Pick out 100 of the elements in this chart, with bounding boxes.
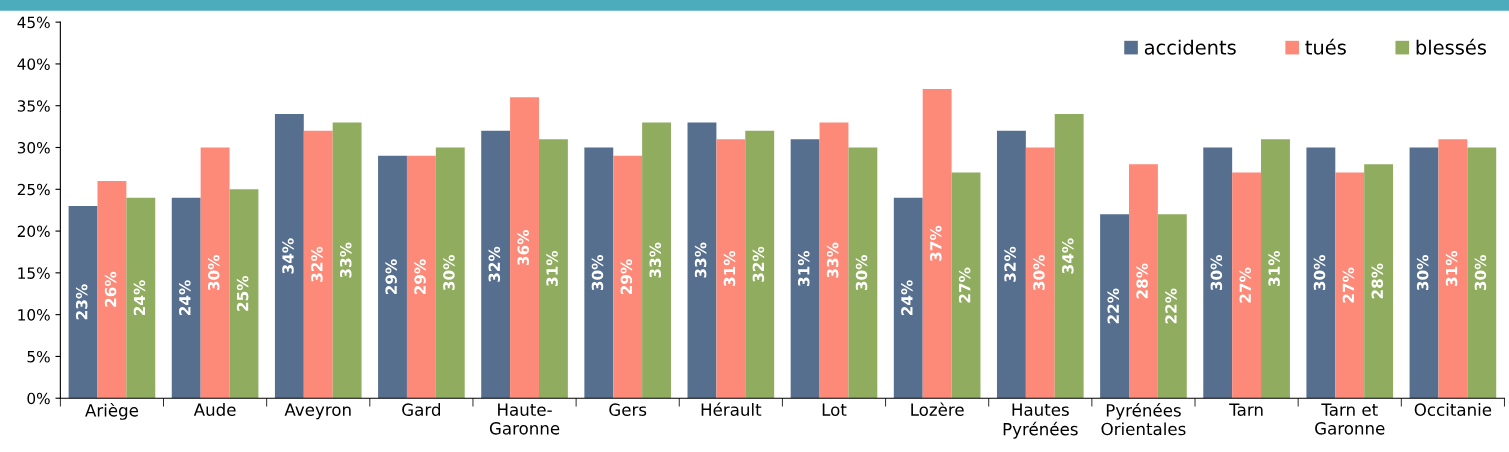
data-label: 30% [855, 255, 868, 291]
y-tick-label: 5% [27, 350, 50, 363]
x-tick-label: Aude [193, 403, 236, 416]
bar [996, 130, 1026, 399]
x-tick-label: Lozère [911, 402, 964, 416]
data-label: 23% [75, 284, 88, 320]
data-label: 31% [723, 250, 736, 286]
bar [435, 147, 465, 399]
y-tick-label: 30% [17, 141, 50, 154]
data-label: 33% [826, 242, 839, 278]
bar [848, 147, 878, 399]
bar [893, 197, 923, 399]
x-tick-label: Gers [609, 403, 647, 416]
bar [481, 130, 511, 399]
x-tick-label: Pyrénées Orientales [1101, 403, 1186, 436]
data-label: 31% [797, 250, 810, 286]
data-label: 31% [1445, 250, 1458, 286]
bar [68, 206, 98, 399]
data-label: 37% [930, 225, 942, 261]
data-label: 25% [236, 275, 249, 311]
data-label: 32% [311, 246, 323, 282]
data-label: 30% [207, 255, 220, 291]
x-tick-label: Hautes Pyrénées [1003, 403, 1078, 439]
bar [1203, 147, 1233, 399]
data-label: 30% [1313, 255, 1326, 291]
bar [510, 97, 539, 399]
data-label: 22% [1107, 288, 1119, 324]
bar [922, 89, 952, 399]
x-tick-label: Tarn [1229, 403, 1263, 416]
data-label: 33% [694, 242, 707, 278]
legend-label: blessés [1416, 38, 1487, 55]
bar [584, 147, 614, 399]
bar [1157, 214, 1187, 399]
data-label: 28% [1136, 263, 1148, 299]
bar [126, 197, 156, 399]
bar [1438, 139, 1468, 399]
bar [687, 122, 717, 399]
data-label: 33% [340, 242, 352, 278]
data-label: 24% [133, 280, 146, 315]
data-label: 30% [1033, 255, 1045, 291]
y-tick-label: 10% [18, 309, 50, 321]
data-label: 34% [282, 238, 294, 274]
y-tick-label: 0% [27, 392, 50, 405]
data-label: 29% [414, 259, 426, 295]
bar [1409, 147, 1439, 399]
data-label: 32% [488, 246, 501, 282]
bar [1025, 147, 1055, 399]
data-label: 24% [179, 280, 191, 315]
data-label: 29% [620, 259, 633, 295]
bar [819, 122, 849, 399]
bar [538, 139, 568, 399]
data-label: 36% [517, 229, 529, 266]
data-label: 27% [1342, 267, 1355, 303]
bar [1129, 164, 1158, 399]
bar [97, 180, 127, 399]
bar [1467, 147, 1497, 399]
bar [716, 139, 746, 399]
y-tick-label: 20% [17, 225, 50, 238]
bar [332, 122, 362, 399]
bar [229, 189, 259, 399]
data-label: 34% [1062, 238, 1074, 274]
y-tick-label: 35% [17, 100, 50, 112]
y-tick-label: 40% [17, 58, 50, 70]
y-tick-label: 15% [18, 267, 50, 279]
data-label: 26% [104, 271, 117, 307]
legend-label: accidents [1144, 39, 1236, 55]
data-label: 27% [958, 267, 971, 303]
data-label: 31% [1268, 250, 1280, 286]
bar [200, 147, 230, 399]
x-tick-label: Lot [822, 403, 847, 416]
bar [642, 122, 672, 399]
bar [745, 130, 775, 399]
x-tick-label: Gard [402, 403, 441, 416]
data-label: 30% [1416, 255, 1429, 291]
bar [303, 130, 333, 399]
bar [274, 114, 304, 399]
data-label: 30% [591, 255, 604, 291]
bar [613, 155, 643, 399]
x-tick-label: Tarn et Garonne [1315, 403, 1385, 435]
bar [378, 155, 407, 399]
x-tick-label: Aveyron [284, 403, 351, 420]
x-tick-label: Ariège [85, 403, 139, 420]
y-tick-label: 45% [17, 16, 50, 29]
x-tick-label: Occitanie [1414, 403, 1492, 416]
bar [1100, 214, 1129, 399]
data-label: 30% [1474, 255, 1487, 291]
data-label: 33% [649, 242, 662, 278]
bar [406, 155, 436, 399]
data-label: 22% [1165, 288, 1177, 324]
x-tick-label: Haute- Garonne [489, 403, 560, 435]
data-label: 30% [443, 255, 455, 291]
data-label: 27% [1239, 267, 1252, 303]
legend-label: tués [1305, 38, 1346, 55]
bar [1261, 139, 1290, 399]
bar [1306, 147, 1336, 399]
bar [171, 197, 201, 399]
data-label: 32% [752, 246, 765, 282]
data-label: 32% [1004, 246, 1016, 282]
bar [1364, 164, 1394, 399]
bar [790, 139, 820, 399]
